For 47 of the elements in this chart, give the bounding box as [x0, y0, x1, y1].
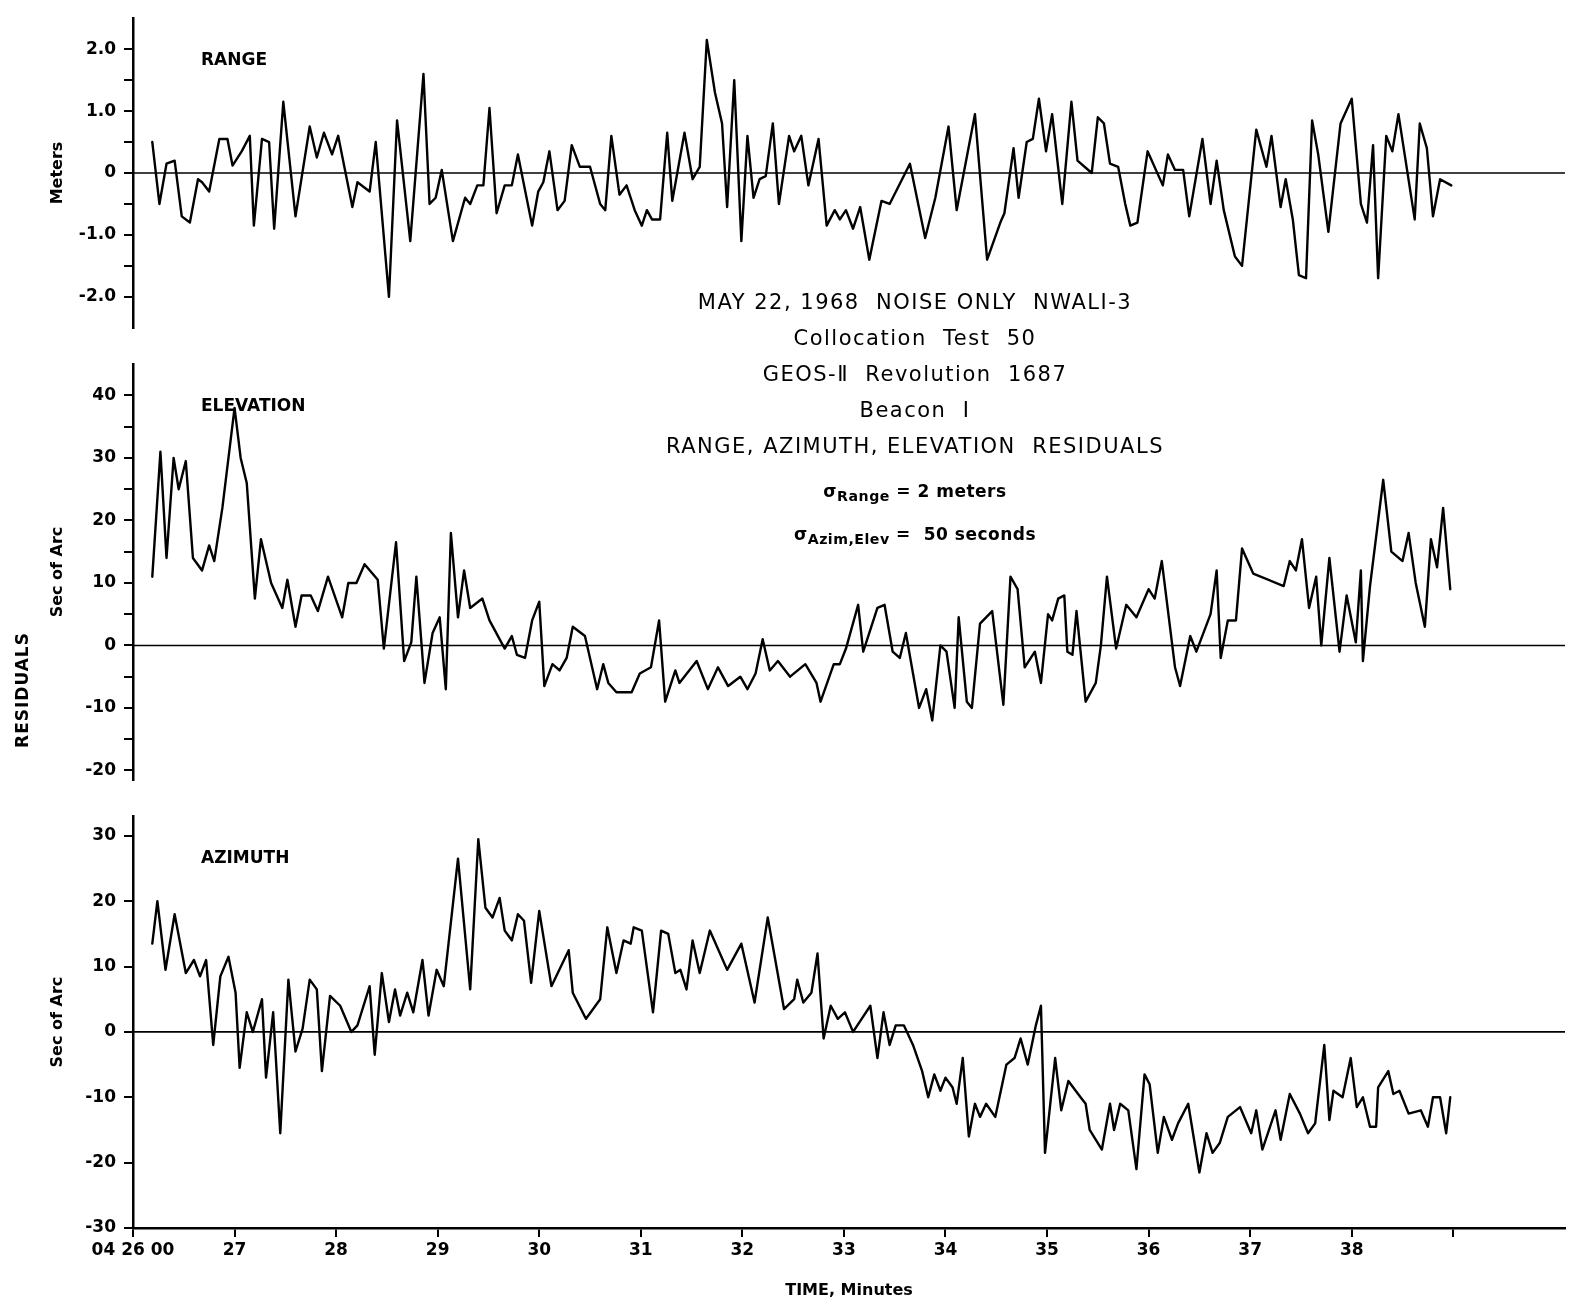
y-tick-label: 0	[104, 633, 117, 654]
x-tick-label: 38	[1339, 1238, 1364, 1259]
y-tick-label: 0	[104, 161, 117, 182]
x-tick-label: 30	[527, 1238, 552, 1259]
x-tick-label: 27	[222, 1238, 247, 1259]
y-tick-label: -30	[85, 1216, 117, 1237]
y-tick-label: -20	[85, 758, 117, 779]
y-tick-label: 20	[92, 889, 117, 910]
x-tick-label: 34	[933, 1238, 958, 1259]
x-tick-label: 33	[832, 1238, 856, 1259]
annotation: MAY 22, 1968 NOISE ONLY NWALI-3	[696, 289, 1134, 316]
y-tick-label: 30	[92, 824, 117, 845]
x-tick-label: 29	[425, 1238, 450, 1259]
y-axis-title: Sec of Arc	[46, 526, 66, 618]
text: RANGE	[201, 48, 268, 69]
x-tick-label: 28	[324, 1238, 348, 1259]
y-tick-label: 30	[92, 446, 117, 467]
x-tick-label: 37	[1238, 1238, 1262, 1259]
y-tick-label: 10	[92, 954, 117, 975]
y-tick-label: 40	[92, 383, 117, 404]
y-tick-label: 10	[92, 571, 117, 592]
y-tick-label: -2.0	[78, 285, 117, 306]
y-tick-label: 0	[104, 1020, 117, 1041]
x-tick-label: 32	[730, 1238, 755, 1259]
x-axis-title: TIME, Minutes	[785, 1279, 913, 1299]
y-tick-label: 1.0	[85, 99, 117, 120]
annotation: σ$_{Azim,Elev}$ = 50 seconds	[792, 523, 1038, 550]
text: AZIMUTH	[201, 846, 290, 867]
y-tick-label: -1.0	[78, 223, 117, 244]
y-tick-label: 20	[92, 508, 117, 529]
text: RESIDUALS	[12, 632, 32, 748]
y-axis-title: Meters	[46, 141, 66, 205]
annotation: σ$_{Range}$ = 2 meters	[822, 480, 1008, 507]
annotation: Beacon I	[858, 397, 972, 424]
x-tick-label: 36	[1136, 1238, 1161, 1259]
annotation: RANGE, AZIMUTH, ELEVATION RESIDUALS	[664, 433, 1165, 460]
annotation: Collocation Test 50	[792, 325, 1038, 352]
y-tick-label: 2.0	[85, 37, 117, 58]
x-tick-label: 31	[628, 1238, 653, 1259]
y-axis-title: Sec of Arc	[46, 976, 66, 1068]
text: ELEVATION	[201, 394, 306, 415]
y-tick-label: -10	[85, 696, 117, 717]
annotation: GEOS-Ⅱ Revolution 1687	[761, 361, 1069, 388]
y-tick-label: -20	[85, 1151, 117, 1172]
x-tick-label: 35	[1035, 1238, 1059, 1259]
y-tick-label: -10	[85, 1085, 117, 1106]
x-tick-label: 04 26 00	[91, 1238, 175, 1259]
